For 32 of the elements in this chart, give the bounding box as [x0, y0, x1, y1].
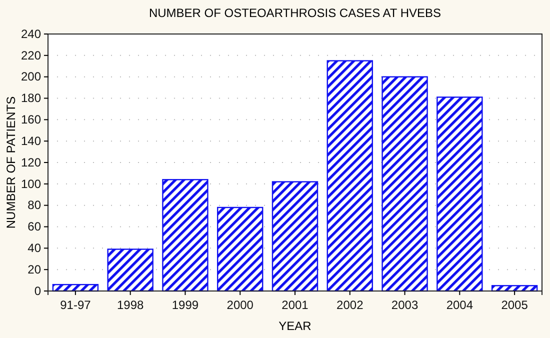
bar: [217, 206, 264, 292]
x-tick-label: 2002: [336, 298, 364, 312]
bar: [162, 179, 208, 292]
x-tick-label: 2004: [446, 298, 474, 312]
y-tick-label: 40: [28, 241, 42, 256]
y-tick-label: 160: [20, 112, 42, 127]
x-tick-label: 1999: [172, 298, 199, 312]
x-tick-label: 1998: [116, 298, 144, 312]
x-tick-label: 2003: [391, 298, 418, 312]
y-tick-label: 60: [28, 220, 42, 234]
x-tick-label: 2000: [226, 298, 254, 312]
x-axis-title: YEAR: [278, 319, 312, 333]
bar: [107, 248, 154, 292]
y-tick-label: 20: [28, 262, 42, 276]
bar: [272, 181, 318, 292]
bar: [326, 60, 373, 292]
y-axis-title: NUMBER OF PATIENTS: [4, 96, 18, 229]
bar: [436, 96, 483, 292]
bar: [382, 76, 428, 292]
y-tick-label: 80: [28, 198, 42, 212]
x-tick-label: 91-97: [60, 298, 92, 312]
chart-title: NUMBER OF OSTEOARTHROSIS CASES AT HVEBS: [148, 6, 442, 20]
y-tick-label: 140: [20, 134, 42, 148]
y-tick-label: 180: [20, 91, 42, 106]
x-tick-label: 2005: [501, 298, 528, 312]
y-tick-label: 200: [20, 70, 42, 84]
y-tick-label: 120: [20, 155, 42, 170]
y-tick-label: 240: [20, 26, 42, 41]
y-tick-label: 100: [20, 176, 42, 191]
y-tick-label: 220: [20, 48, 42, 62]
x-tick-label: 2001: [282, 298, 309, 312]
y-tick-label: 0: [34, 284, 42, 298]
